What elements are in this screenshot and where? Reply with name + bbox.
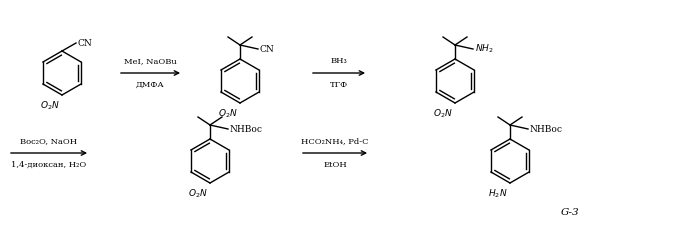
Text: $O_2N$: $O_2N$ [188,187,208,200]
Text: $H_2N$: $H_2N$ [489,187,508,200]
Text: $O_2N$: $O_2N$ [433,107,453,120]
Text: BH₃: BH₃ [331,57,348,65]
Text: ДМФА: ДМФА [135,81,164,89]
Text: ТГФ: ТГФ [330,81,348,89]
Text: HCO₂NH₄, Pd-C: HCO₂NH₄, Pd-C [302,137,369,145]
Text: NHBoc: NHBoc [230,125,263,134]
Text: Boc₂O, NaOH: Boc₂O, NaOH [20,137,77,145]
Text: $O_2N$: $O_2N$ [40,99,60,112]
Text: $O_2N$: $O_2N$ [218,107,238,120]
Text: CN: CN [260,45,275,54]
Text: MeI, NaOBu: MeI, NaOBu [124,57,177,65]
Text: NHBoc: NHBoc [530,125,563,134]
Text: G-3: G-3 [560,208,579,217]
Text: $NH_2$: $NH_2$ [475,43,494,55]
Text: CN: CN [78,39,93,47]
Text: EtOH: EtOH [323,161,347,169]
Text: 1,4-диоксан, H₂O: 1,4-диоксан, H₂O [11,161,87,169]
